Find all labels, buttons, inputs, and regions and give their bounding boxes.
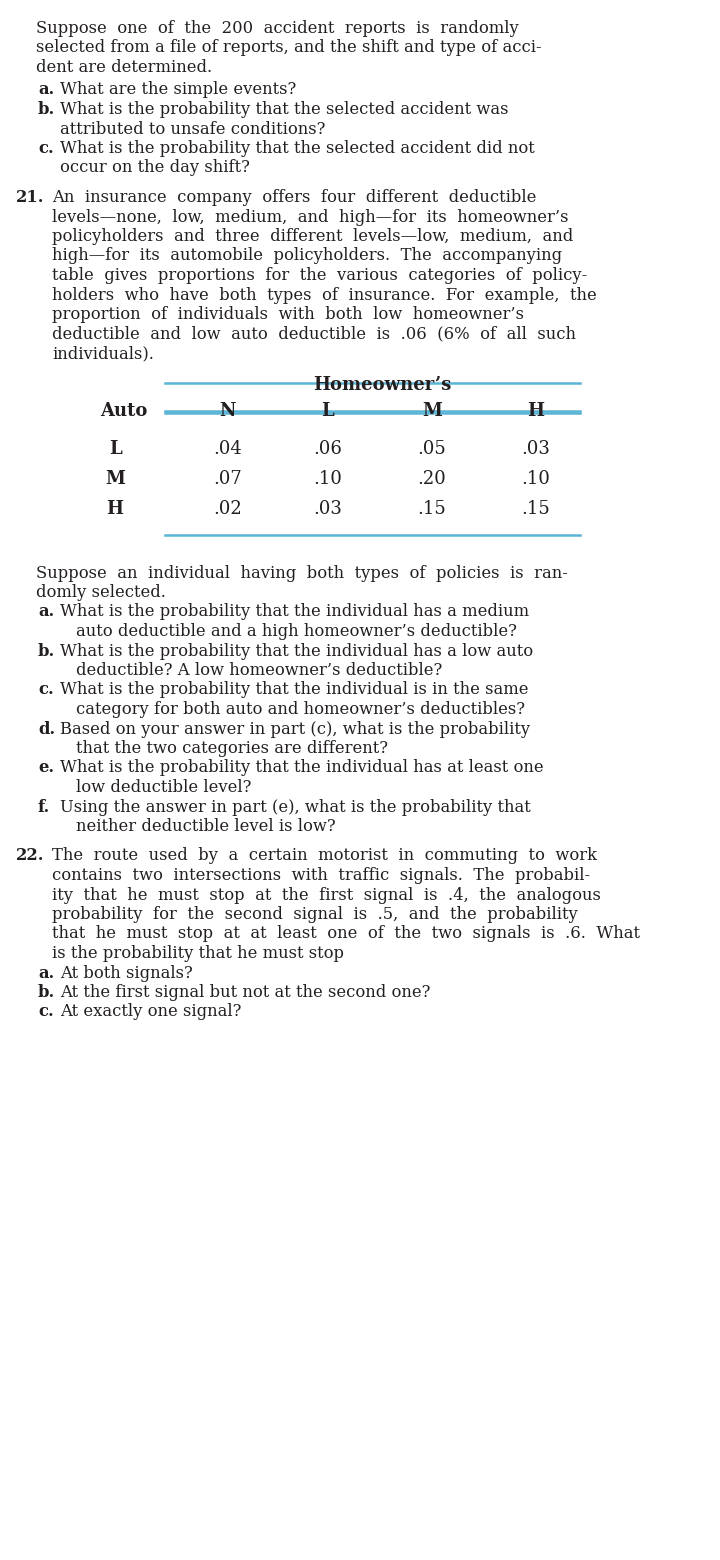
Text: Based on your answer in part (c), what is the probability: Based on your answer in part (c), what i… — [60, 721, 530, 738]
Text: c.: c. — [38, 140, 54, 158]
Text: Homeowner’s: Homeowner’s — [312, 376, 451, 395]
Text: attributed to unsafe conditions?: attributed to unsafe conditions? — [60, 120, 325, 137]
Text: .07: .07 — [214, 471, 243, 488]
Text: policyholders  and  three  different  levels—low,  medium,  and: policyholders and three different levels… — [52, 228, 573, 245]
Text: selected from a file of reports, and the shift and type of acci-: selected from a file of reports, and the… — [36, 39, 541, 56]
Text: that the two categories are different?: that the two categories are different? — [76, 739, 388, 757]
Text: .02: .02 — [214, 501, 243, 518]
Text: neither deductible level is low?: neither deductible level is low? — [76, 817, 336, 835]
Text: Suppose  one  of  the  200  accident  reports  is  randomly: Suppose one of the 200 accident reports … — [36, 20, 518, 37]
Text: high—for  its  automobile  policyholders.  The  accompanying: high—for its automobile policyholders. T… — [52, 248, 562, 265]
Text: a.: a. — [38, 81, 54, 98]
Text: a.: a. — [38, 964, 54, 981]
Text: .03: .03 — [521, 440, 550, 459]
Text: H: H — [107, 501, 124, 518]
Text: At exactly one signal?: At exactly one signal? — [60, 1003, 241, 1020]
Text: a.: a. — [38, 604, 54, 621]
Text: c.: c. — [38, 682, 54, 699]
Text: occur on the day shift?: occur on the day shift? — [60, 159, 250, 176]
Text: auto deductible and a high homeowner’s deductible?: auto deductible and a high homeowner’s d… — [76, 622, 517, 640]
Text: d.: d. — [38, 721, 55, 738]
Text: is the probability that he must stop: is the probability that he must stop — [52, 945, 344, 963]
Text: deductible  and  low  auto  deductible  is  .06  (6%  of  all  such: deductible and low auto deductible is .0… — [52, 326, 576, 343]
Text: .05: .05 — [418, 440, 446, 459]
Text: individuals).: individuals). — [52, 345, 154, 362]
Text: .04: .04 — [214, 440, 243, 459]
Text: N: N — [220, 402, 236, 421]
Text: H: H — [528, 402, 544, 421]
Text: domly selected.: domly selected. — [36, 583, 166, 601]
Text: What is the probability that the individual is in the same: What is the probability that the individ… — [60, 682, 528, 699]
Text: The  route  used  by  a  certain  motorist  in  commuting  to  work: The route used by a certain motorist in … — [52, 847, 597, 864]
Text: that  he  must  stop  at  at  least  one  of  the  two  signals  is  .6.  What: that he must stop at at least one of the… — [52, 925, 640, 942]
Text: What is the probability that the selected accident was: What is the probability that the selecte… — [60, 101, 508, 119]
Text: table  gives  proportions  for  the  various  categories  of  policy-: table gives proportions for the various … — [52, 267, 588, 284]
Text: What is the probability that the individual has a medium: What is the probability that the individ… — [60, 604, 529, 621]
Text: An  insurance  company  offers  four  different  deductible: An insurance company offers four differe… — [52, 189, 536, 206]
Text: .10: .10 — [314, 471, 343, 488]
Text: What is the probability that the individual has a low auto: What is the probability that the individ… — [60, 643, 533, 660]
Text: .15: .15 — [418, 501, 446, 518]
Text: Using the answer in part (e), what is the probability that: Using the answer in part (e), what is th… — [60, 799, 531, 816]
Text: contains  two  intersections  with  traffic  signals.  The  probabil-: contains two intersections with traffic … — [52, 867, 590, 885]
Text: At both signals?: At both signals? — [60, 964, 193, 981]
Text: .10: .10 — [521, 471, 550, 488]
Text: L: L — [109, 440, 122, 459]
Text: .03: .03 — [314, 501, 343, 518]
Text: levels—none,  low,  medium,  and  high—for  its  homeowner’s: levels—none, low, medium, and high—for i… — [52, 209, 569, 226]
Text: b.: b. — [38, 101, 55, 119]
Text: c.: c. — [38, 1003, 54, 1020]
Text: e.: e. — [38, 760, 54, 777]
Text: At the first signal but not at the second one?: At the first signal but not at the secon… — [60, 984, 431, 1002]
Text: dent are determined.: dent are determined. — [36, 59, 212, 76]
Text: holders  who  have  both  types  of  insurance.  For  example,  the: holders who have both types of insurance… — [52, 287, 597, 304]
Text: .06: .06 — [314, 440, 343, 459]
Text: proportion  of  individuals  with  both  low  homeowner’s: proportion of individuals with both low … — [52, 306, 524, 323]
Text: Auto: Auto — [100, 402, 148, 421]
Text: M: M — [422, 402, 442, 421]
Text: low deductible level?: low deductible level? — [76, 778, 251, 796]
Text: 21.: 21. — [16, 189, 45, 206]
Text: What is the probability that the individual has at least one: What is the probability that the individ… — [60, 760, 544, 777]
Text: probability  for  the  second  signal  is  .5,  and  the  probability: probability for the second signal is .5,… — [52, 906, 577, 924]
Text: b.: b. — [38, 643, 55, 660]
Text: .15: .15 — [521, 501, 550, 518]
Text: category for both auto and homeowner’s deductibles?: category for both auto and homeowner’s d… — [76, 700, 525, 718]
Text: .20: .20 — [418, 471, 446, 488]
Text: deductible? A low homeowner’s deductible?: deductible? A low homeowner’s deductible… — [76, 661, 442, 679]
Text: Suppose  an  individual  having  both  types  of  policies  is  ran-: Suppose an individual having both types … — [36, 565, 568, 582]
Text: M: M — [105, 471, 125, 488]
Text: L: L — [322, 402, 334, 421]
Text: ity  that  he  must  stop  at  the  first  signal  is  .4,  the  analogous: ity that he must stop at the first signa… — [52, 886, 601, 903]
Text: 22.: 22. — [16, 847, 45, 864]
Text: What is the probability that the selected accident did not: What is the probability that the selecte… — [60, 140, 535, 158]
Text: What are the simple events?: What are the simple events? — [60, 81, 296, 98]
Text: b.: b. — [38, 984, 55, 1002]
Text: f.: f. — [38, 799, 50, 816]
